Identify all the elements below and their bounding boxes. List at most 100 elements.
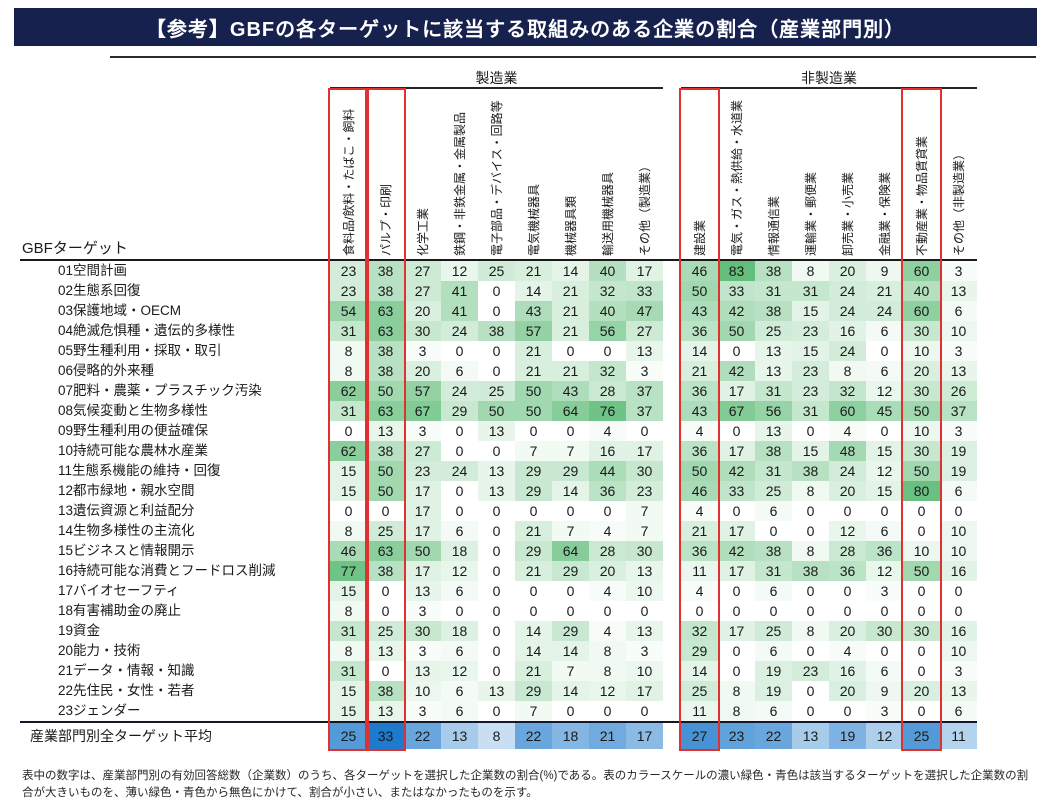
value-cell: 24 — [829, 301, 866, 321]
value-cell: 0 — [829, 701, 866, 721]
value-cell: 23 — [792, 321, 829, 341]
value-cell: 56 — [589, 321, 626, 341]
value-cell: 15 — [330, 701, 367, 721]
value-cell: 31 — [755, 461, 792, 481]
value-cell: 31 — [755, 281, 792, 301]
value-cell: 37 — [626, 401, 663, 421]
average-value-cell: 12 — [866, 721, 903, 749]
value-cell: 0 — [478, 601, 515, 621]
average-value-cell: 13 — [441, 721, 478, 749]
value-cell: 0 — [367, 501, 404, 521]
row-label: 22先住民・女性・若者 — [58, 683, 195, 699]
column-header-text: 情報通信業 — [766, 195, 781, 256]
group-gap — [663, 341, 681, 361]
value-cell: 30 — [626, 461, 663, 481]
value-cell: 23 — [330, 281, 367, 301]
group-gap — [663, 261, 681, 281]
value-cell: 38 — [755, 541, 792, 561]
value-cell: 0 — [903, 501, 940, 521]
value-cell: 6 — [441, 641, 478, 661]
value-cell: 29 — [515, 541, 552, 561]
value-cell: 31 — [330, 621, 367, 641]
value-cell: 13 — [367, 641, 404, 661]
row-label: 08気候変動と生物多様性 — [58, 403, 209, 419]
group-gap — [663, 721, 681, 749]
value-cell: 43 — [681, 401, 718, 421]
value-cell: 21 — [515, 521, 552, 541]
value-cell: 0 — [681, 601, 718, 621]
value-cell: 42 — [718, 541, 755, 561]
value-cell: 7 — [515, 441, 552, 461]
column-header: 不動産業・物品賃貸業 — [903, 89, 940, 261]
value-cell: 9 — [866, 261, 903, 281]
value-cell: 0 — [829, 601, 866, 621]
column-header: 電気機械器具 — [515, 89, 552, 261]
value-cell: 47 — [626, 301, 663, 321]
row-label: 13遺伝資源と利益配分 — [58, 503, 195, 519]
value-cell: 4 — [589, 521, 626, 541]
value-cell: 15 — [792, 441, 829, 461]
value-cell: 37 — [626, 381, 663, 401]
column-header: 化学工業 — [404, 89, 441, 261]
column-header-text: 電気・ガス・熱供給・水道業 — [729, 99, 744, 256]
value-cell: 17 — [404, 481, 441, 501]
value-cell: 8 — [792, 481, 829, 501]
value-cell: 40 — [589, 261, 626, 281]
value-cell: 6 — [866, 321, 903, 341]
value-cell: 8 — [589, 641, 626, 661]
value-cell: 15 — [330, 681, 367, 701]
value-cell: 64 — [552, 541, 589, 561]
value-cell: 3 — [626, 641, 663, 661]
value-cell: 29 — [515, 461, 552, 481]
average-value-cell: 22 — [755, 721, 792, 749]
value-cell: 23 — [792, 661, 829, 681]
value-cell: 38 — [755, 441, 792, 461]
group-gap — [663, 581, 681, 601]
row-label: 04絶滅危惧種・遺伝的多様性 — [58, 323, 236, 339]
value-cell: 40 — [903, 281, 940, 301]
average-row-label: 産業部門別全ターゲット平均 — [20, 721, 330, 749]
value-cell: 36 — [829, 561, 866, 581]
value-cell: 3 — [404, 701, 441, 721]
value-cell: 10 — [903, 541, 940, 561]
value-cell: 80 — [903, 481, 940, 501]
value-cell: 0 — [478, 621, 515, 641]
value-cell: 4 — [589, 421, 626, 441]
column-header: その他（製造業） — [626, 89, 663, 261]
group-gap — [663, 361, 681, 381]
value-cell: 0 — [718, 341, 755, 361]
value-cell: 20 — [903, 681, 940, 701]
value-cell: 4 — [829, 641, 866, 661]
value-cell: 14 — [515, 641, 552, 661]
value-cell: 16 — [829, 321, 866, 341]
value-cell: 0 — [866, 421, 903, 441]
value-cell: 13 — [626, 561, 663, 581]
value-cell: 8 — [718, 681, 755, 701]
value-cell: 21 — [681, 521, 718, 541]
value-cell: 20 — [903, 361, 940, 381]
value-cell: 36 — [866, 541, 903, 561]
value-cell: 3 — [940, 661, 977, 681]
value-cell: 10 — [903, 421, 940, 441]
value-cell: 20 — [404, 301, 441, 321]
corner-spacer — [20, 63, 330, 89]
value-cell: 3 — [404, 601, 441, 621]
value-cell: 21 — [515, 561, 552, 581]
value-cell: 0 — [330, 421, 367, 441]
average-value-cell: 27 — [681, 721, 718, 749]
value-cell: 32 — [589, 361, 626, 381]
column-header: 卸売業・小売業 — [829, 89, 866, 261]
value-cell: 38 — [792, 461, 829, 481]
value-cell: 20 — [829, 681, 866, 701]
value-cell: 0 — [515, 501, 552, 521]
row-label: 01空間計画 — [58, 263, 128, 279]
value-cell: 30 — [404, 621, 441, 641]
value-cell: 43 — [552, 381, 589, 401]
value-cell: 20 — [404, 361, 441, 381]
value-cell: 6 — [866, 521, 903, 541]
average-value-cell: 8 — [478, 721, 515, 749]
value-cell: 31 — [755, 561, 792, 581]
value-cell: 60 — [903, 301, 940, 321]
column-header: 金融業・保険業 — [866, 89, 903, 261]
value-cell: 0 — [940, 581, 977, 601]
